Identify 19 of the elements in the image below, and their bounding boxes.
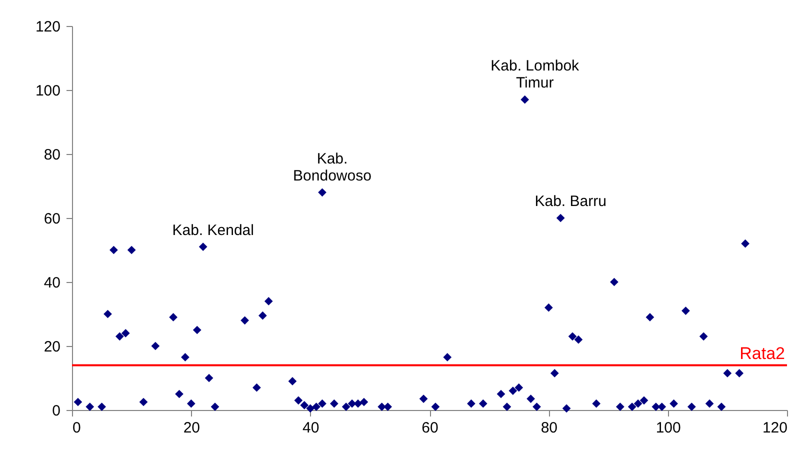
ref-line-label: Rata2 xyxy=(740,344,785,364)
y-tick-label: 80 xyxy=(44,146,60,164)
y-tick-label: 120 xyxy=(35,18,60,36)
y-tick-label: 20 xyxy=(44,338,60,356)
x-tick-label: 40 xyxy=(302,420,320,436)
annotation: Kab. Kendal xyxy=(172,222,254,239)
x-tick-label: 20 xyxy=(183,420,200,436)
y-tick-label: 0 xyxy=(52,402,60,420)
x-tick-label: 80 xyxy=(540,420,558,436)
annotation: Kab. Lombok Timur xyxy=(490,58,580,92)
y-tick-label: 40 xyxy=(44,274,60,292)
annotation: Kab. Bondowoso xyxy=(293,150,372,184)
x-tick-label: 100 xyxy=(656,420,681,436)
x-tick-label: 120 xyxy=(762,420,788,436)
x-tick-label: 60 xyxy=(422,420,438,436)
x-tick-label: 0 xyxy=(72,420,81,436)
y-tick-label: 60 xyxy=(44,210,60,228)
y-tick-label: 100 xyxy=(35,82,60,100)
annotation: Kab. Barru xyxy=(534,193,606,210)
